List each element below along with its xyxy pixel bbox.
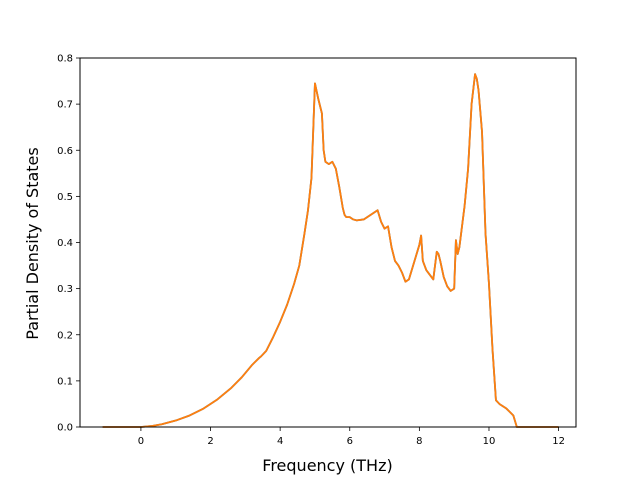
y-tick-label: 0.4	[57, 238, 73, 249]
series-line-2	[102, 73, 559, 428]
x-axis-label: Frequency (THz)	[262, 456, 392, 475]
y-axis-label: Partial Density of States	[23, 147, 42, 339]
x-tick-label: 4	[277, 436, 283, 447]
series-layer	[102, 73, 559, 428]
x-tick-label: 6	[347, 436, 353, 447]
y-tick-label: 0.7	[57, 100, 73, 111]
y-tick-label: 0.2	[57, 330, 73, 341]
axes-background	[80, 58, 576, 427]
x-tick-label: 0	[138, 436, 144, 447]
y-tick-label: 0.0	[57, 423, 73, 434]
x-axis: 0 2 4 6 8 10 12	[138, 427, 565, 447]
y-tick-label: 0.3	[57, 284, 73, 295]
plot-area	[79, 57, 577, 428]
y-tick-label: 0.1	[57, 376, 73, 387]
x-tick-label: 2	[207, 436, 213, 447]
y-axis: 0.0 0.1 0.2 0.3 0.4 0.5 0.6 0.7 0.8	[57, 54, 80, 434]
x-tick-label: 8	[416, 436, 422, 447]
y-tick-label: 0.5	[57, 192, 73, 203]
x-tick-label: 10	[483, 436, 496, 447]
x-tick-label: 12	[552, 436, 565, 447]
y-tick-label: 0.6	[57, 146, 73, 157]
y-tick-label: 0.8	[57, 54, 73, 65]
